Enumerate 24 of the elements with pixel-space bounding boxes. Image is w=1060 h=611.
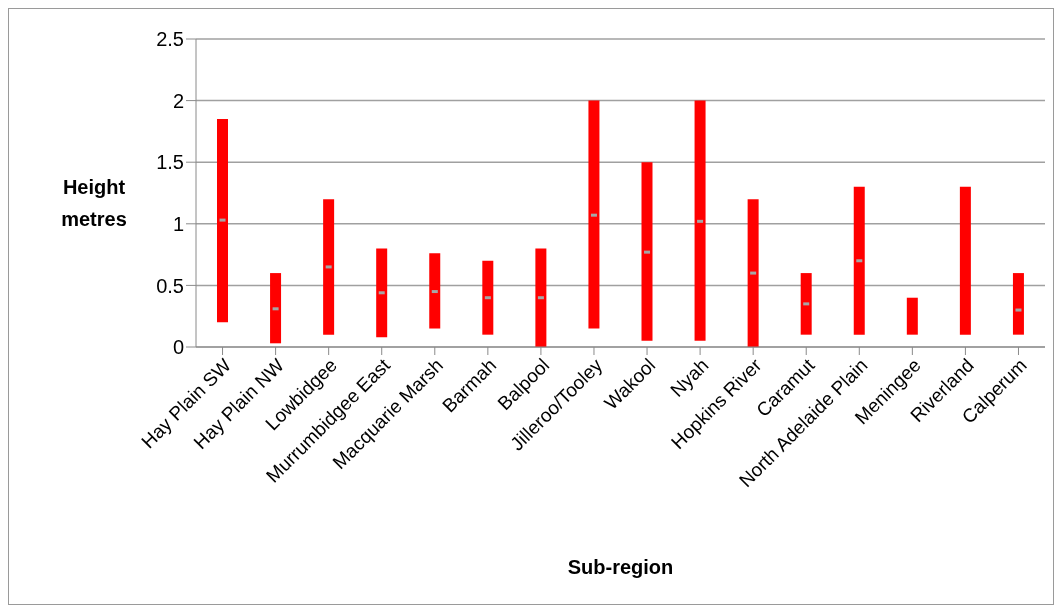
- bar: [853, 186, 865, 335]
- y-axis-title: Height metres: [60, 175, 128, 232]
- bar: [217, 119, 228, 323]
- y-tick-label: 2: [172, 89, 184, 112]
- bar: [747, 199, 759, 347]
- bar: [641, 162, 653, 341]
- y-tick-label: 1: [172, 212, 184, 235]
- bar: [429, 253, 441, 329]
- bar: [1012, 273, 1024, 335]
- x-axis-title: Sub-region: [567, 556, 674, 578]
- bar: [906, 297, 918, 335]
- y-tick-label: 2.5: [156, 28, 184, 51]
- bar: [482, 260, 494, 335]
- y-tick-label: 0.5: [156, 274, 184, 297]
- bar: [959, 186, 971, 335]
- bar: [376, 248, 388, 338]
- y-tick-label: 1.5: [156, 151, 184, 174]
- bar: [588, 100, 600, 329]
- bar: [270, 273, 282, 344]
- bar: [800, 273, 812, 335]
- bar: [694, 100, 706, 341]
- y-tick-label: 0: [172, 336, 184, 359]
- bar: [323, 199, 335, 335]
- bar: [535, 248, 547, 347]
